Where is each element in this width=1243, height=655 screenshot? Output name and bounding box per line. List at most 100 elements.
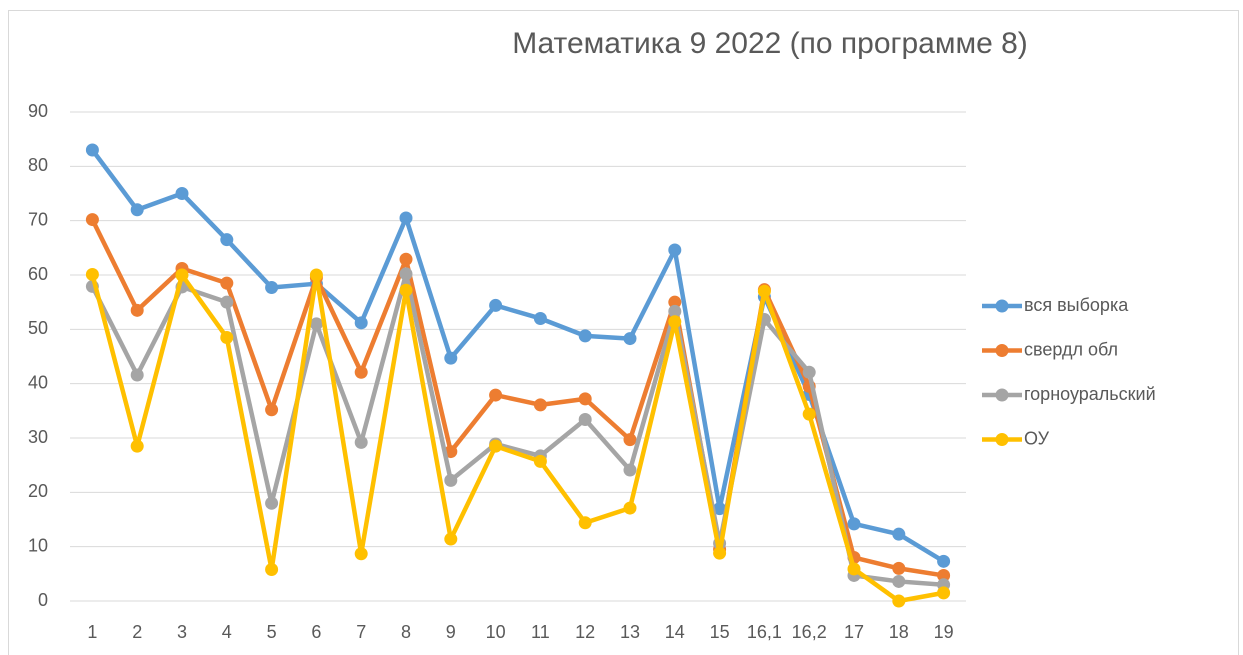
x-tick-label: 18 <box>889 622 909 642</box>
point <box>309 268 323 282</box>
point <box>399 211 413 225</box>
legend-label: вся выборка <box>1024 295 1129 315</box>
point <box>175 268 189 282</box>
point <box>937 586 951 600</box>
legend-label: горноуральский <box>1024 384 1156 404</box>
point <box>533 398 547 412</box>
point <box>309 317 323 331</box>
y-tick-label: 80 <box>28 155 48 175</box>
x-tick-label: 16,2 <box>792 622 827 642</box>
x-tick-label: 6 <box>311 622 321 642</box>
legend-marker <box>995 299 1009 313</box>
point <box>757 284 771 298</box>
x-tick-label: 7 <box>356 622 366 642</box>
y-tick-label: 30 <box>28 427 48 447</box>
series-line <box>90 272 945 604</box>
point <box>578 329 592 343</box>
x-tick-label: 14 <box>665 622 685 642</box>
point <box>444 351 458 365</box>
point <box>668 295 682 309</box>
x-tick-label: 19 <box>934 622 954 642</box>
point <box>578 516 592 530</box>
point <box>623 433 637 447</box>
point <box>265 562 279 576</box>
y-tick-label: 10 <box>28 535 48 555</box>
point <box>265 403 279 417</box>
point <box>668 304 682 318</box>
x-tick-label: 3 <box>177 622 187 642</box>
chart-border <box>8 10 1239 655</box>
y-tick-label: 40 <box>28 372 48 392</box>
x-tick-label: 4 <box>222 622 232 642</box>
point <box>444 532 458 546</box>
series-line <box>90 148 945 564</box>
point <box>175 187 189 200</box>
point <box>668 315 682 329</box>
point <box>399 283 413 297</box>
point <box>578 413 592 427</box>
point <box>85 213 99 227</box>
point <box>354 365 368 379</box>
point <box>220 276 234 290</box>
point <box>130 203 144 217</box>
legend-marker <box>995 388 1009 402</box>
point <box>713 502 727 516</box>
x-tick-label: 15 <box>710 622 730 642</box>
y-tick-label: 50 <box>28 318 48 338</box>
point <box>847 562 861 576</box>
point <box>399 252 413 266</box>
point <box>533 311 547 325</box>
series-line <box>90 218 944 578</box>
x-tick-label: 11 <box>531 622 550 642</box>
point <box>802 407 816 421</box>
y-tick-label: 0 <box>38 590 48 610</box>
point <box>399 267 413 281</box>
point <box>265 496 279 510</box>
series-line <box>90 271 944 587</box>
point <box>937 554 951 568</box>
chart-title: Математика 9 2022 (по программе 8) <box>512 27 1028 60</box>
point <box>892 561 906 575</box>
x-tick-label: 9 <box>446 622 456 642</box>
point <box>892 574 906 588</box>
x-tick-label: 5 <box>267 622 277 642</box>
point <box>533 454 547 468</box>
point <box>489 298 503 312</box>
point <box>354 547 368 561</box>
point <box>220 295 234 309</box>
point <box>489 388 503 402</box>
point <box>713 546 727 560</box>
point <box>130 439 144 453</box>
point <box>444 473 458 487</box>
legend-marker <box>995 433 1009 446</box>
point <box>623 463 637 477</box>
point <box>578 392 592 406</box>
y-tick-label: 60 <box>28 264 48 284</box>
x-tick-label: 17 <box>844 622 864 642</box>
legend-label: свердл обл <box>1024 339 1118 359</box>
y-tick-label: 90 <box>28 101 48 121</box>
point <box>85 267 99 281</box>
point <box>220 233 234 247</box>
point <box>265 280 279 294</box>
x-tick-label: 2 <box>132 622 142 642</box>
y-tick-label: 20 <box>28 481 48 501</box>
legend-label: ОУ <box>1024 428 1050 448</box>
x-tick-label: 13 <box>620 622 640 642</box>
point <box>847 517 861 531</box>
point <box>623 501 637 515</box>
point <box>354 435 368 449</box>
point <box>668 243 682 257</box>
point <box>892 527 906 541</box>
point <box>220 330 234 344</box>
point <box>623 332 637 346</box>
point <box>85 143 99 157</box>
x-tick-label: 16,1 <box>747 622 782 642</box>
point <box>937 568 951 582</box>
x-tick-label: 8 <box>401 622 411 642</box>
x-tick-label: 1 <box>87 622 97 642</box>
x-tick-label: 10 <box>486 622 506 642</box>
y-tick-label: 70 <box>28 209 48 229</box>
